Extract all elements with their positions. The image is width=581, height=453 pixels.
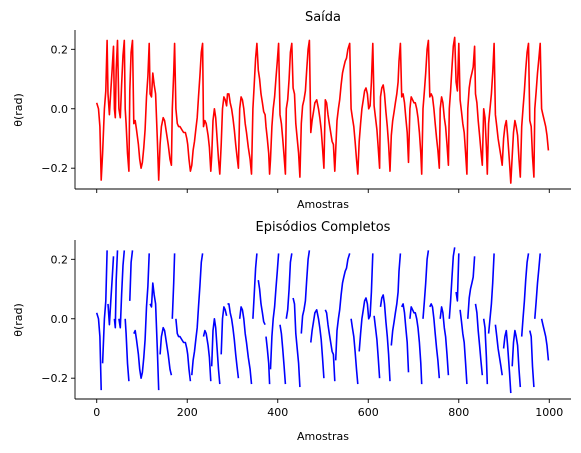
bottom-x-tick-label: 0 xyxy=(93,406,100,419)
bottom-series-line-segment xyxy=(124,318,130,382)
bottom-series-line-segment xyxy=(467,256,476,319)
bottom-series-line-segment xyxy=(279,324,287,385)
top-plot-area xyxy=(95,36,550,184)
bottom-series-line-segment xyxy=(292,297,301,388)
bottom-series-line-segment xyxy=(310,309,325,379)
bottom-series-line-segment xyxy=(534,253,541,319)
bottom-series-line-segment xyxy=(227,303,240,379)
top-y-tick-label: 0.0 xyxy=(51,103,69,116)
bottom-series-line-segment xyxy=(390,253,402,346)
bottom-series-line-segment xyxy=(191,253,204,376)
bottom-series-line-segment xyxy=(400,303,410,373)
bottom-x-tick-label: 800 xyxy=(448,406,469,419)
bottom-series-line-segment xyxy=(494,324,503,376)
bottom-chart-title: Episódios Completos xyxy=(256,220,391,235)
bottom-series-line-segment xyxy=(269,253,280,370)
bottom-series-line-segment xyxy=(300,250,311,334)
bottom-series-line-segment xyxy=(379,294,391,382)
bottom-x-ticks: 0 200 400 600 800 1000 xyxy=(93,399,563,419)
bottom-series-line-segment xyxy=(487,253,495,334)
bottom-series-line-segment xyxy=(149,282,160,391)
bottom-series-line-segment xyxy=(358,253,374,352)
top-subplot: Saída −0.2 0.0 0.2 Amostras θ(rad) xyxy=(12,10,571,211)
top-chart-title: Saída xyxy=(305,10,341,25)
bottom-series-line-segment xyxy=(101,250,108,364)
bottom-series-line-segment xyxy=(350,318,359,385)
bottom-series-line-segment xyxy=(129,250,134,301)
bottom-y-tick-label: −0.2 xyxy=(41,372,68,385)
bottom-series-line-segment xyxy=(324,309,336,382)
bottom-series-line-segment xyxy=(540,318,550,361)
bottom-series-line-segment xyxy=(474,303,484,376)
bottom-series-line-segment xyxy=(107,256,115,326)
bottom-x-tick-label: 200 xyxy=(177,406,198,419)
bottom-x-tick-label: 400 xyxy=(267,406,288,419)
bottom-series-line-segment xyxy=(422,250,430,319)
bottom-series-line-segment xyxy=(502,329,512,394)
bottom-series-line-segment xyxy=(210,318,221,385)
bottom-series-line-segment xyxy=(482,318,489,385)
bottom-series-line-segment xyxy=(429,303,441,379)
bottom-series-line-segment xyxy=(285,253,293,319)
top-y-ticks: −0.2 0.0 0.2 xyxy=(41,43,75,175)
bottom-series-line-segment xyxy=(265,336,271,385)
bottom-series-line-segment xyxy=(220,306,228,355)
bottom-series-line-segment xyxy=(159,326,173,376)
bottom-x-axis-label: Amostras xyxy=(297,430,349,443)
bottom-y-tick-label: 0.0 xyxy=(51,313,69,326)
bottom-series-line-segment xyxy=(257,279,266,326)
bottom-series-line-segment xyxy=(529,330,535,388)
top-y-tick-label: 0.2 xyxy=(51,43,69,56)
top-y-axis-label: θ(rad) xyxy=(12,93,25,127)
bottom-series-line-segment xyxy=(118,250,126,329)
bottom-series-line-segment xyxy=(238,306,253,385)
bottom-series-line-segment xyxy=(448,247,456,319)
bottom-series-line-segment xyxy=(439,306,450,376)
bottom-series-line-segment xyxy=(409,306,423,385)
bottom-y-tick-label: 0.2 xyxy=(51,253,69,266)
bottom-subplot: Episódios Completos 0 200 400 600 800 1000 −0… xyxy=(12,220,571,443)
bottom-series-line-segment xyxy=(520,253,530,337)
top-x-axis-label: Amostras xyxy=(297,198,349,211)
bottom-series-line-segment xyxy=(113,250,119,329)
bottom-series-line-segment xyxy=(459,309,468,385)
bottom-x-tick-label: 1000 xyxy=(535,406,563,419)
bottom-series-line-segment xyxy=(202,329,212,382)
bottom-series-line-segment xyxy=(95,312,102,391)
bottom-series-line-segment xyxy=(175,318,192,382)
bottom-plot-area xyxy=(95,247,550,394)
bottom-y-ticks: −0.2 0.0 0.2 xyxy=(41,253,75,385)
bottom-series-line-segment xyxy=(334,253,351,361)
bottom-series-line-segment xyxy=(252,253,258,319)
bottom-series-line-segment xyxy=(511,329,522,388)
bottom-series-line-segment xyxy=(373,315,381,379)
top-x-ticks xyxy=(96,189,550,193)
bottom-series-line-segment xyxy=(133,253,150,379)
top-y-tick-label: −0.2 xyxy=(41,162,68,175)
bottom-series-line-segment xyxy=(455,253,460,302)
bottom-series-line-segment xyxy=(171,253,176,319)
top-series-line-segment xyxy=(95,36,550,184)
bottom-x-tick-label: 600 xyxy=(358,406,379,419)
bottom-y-axis-label: θ(rad) xyxy=(12,303,25,337)
